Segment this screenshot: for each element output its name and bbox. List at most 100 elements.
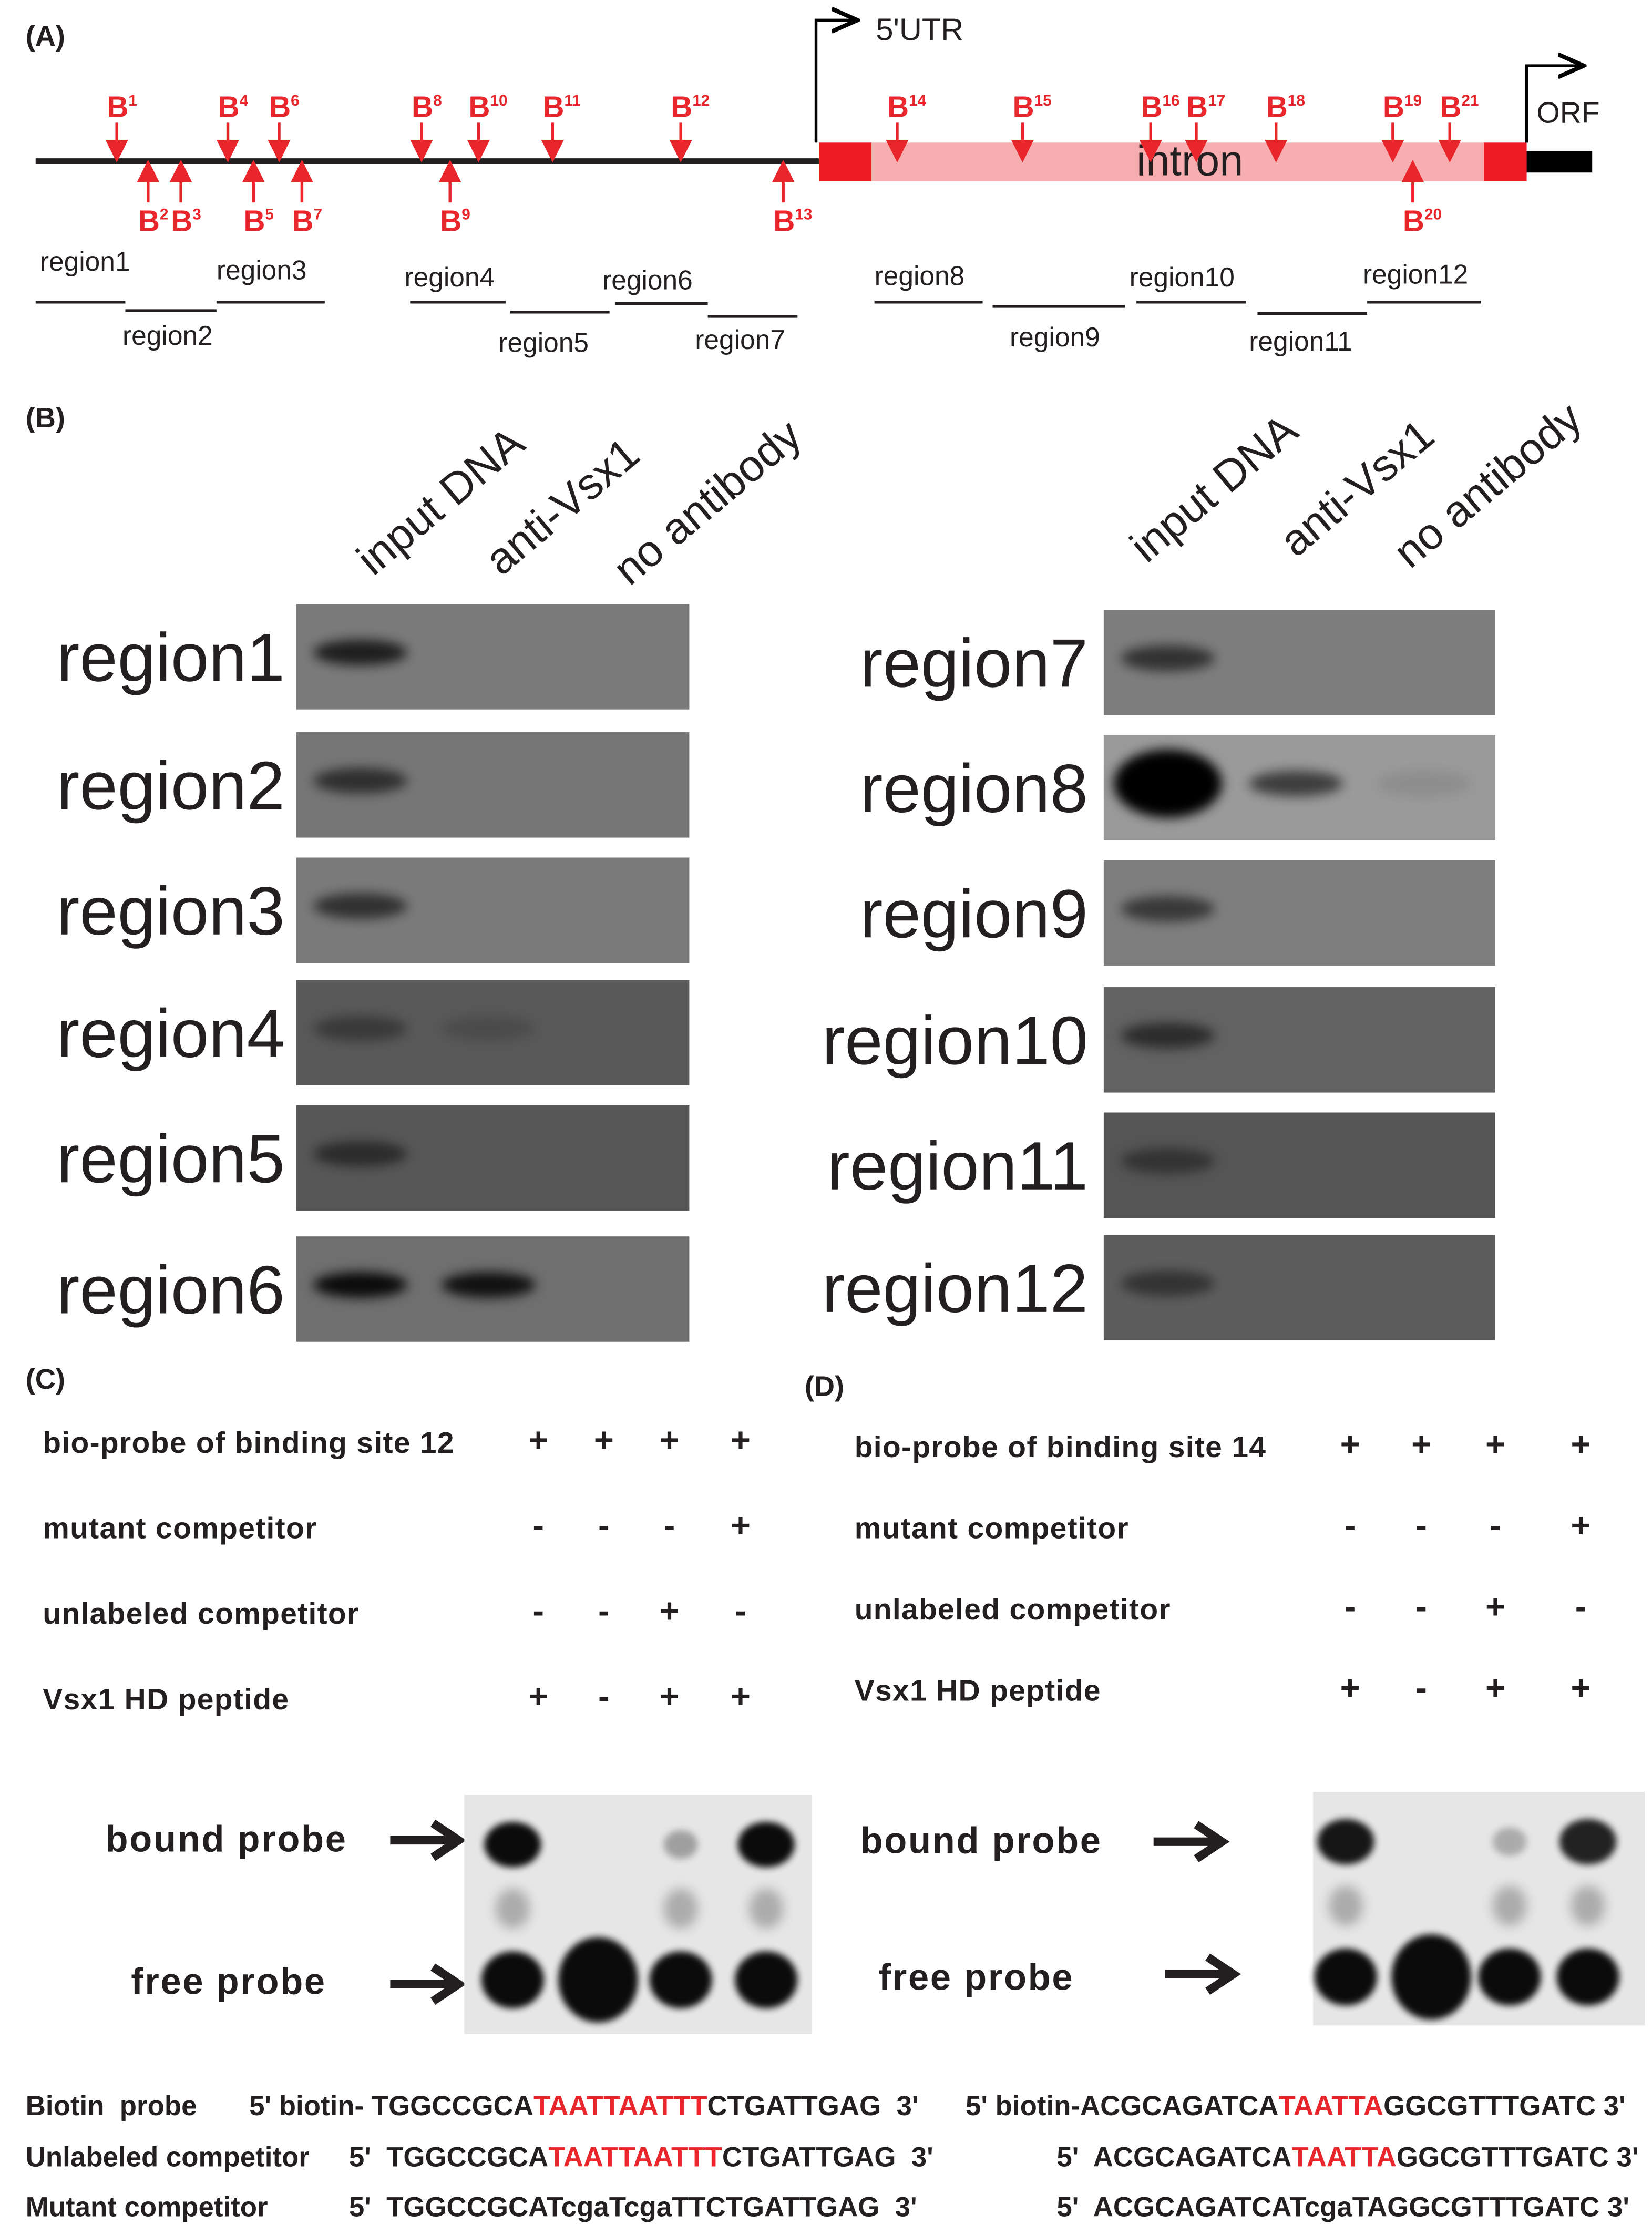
- row-label: region10: [822, 1002, 1088, 1079]
- row-label: region8: [860, 750, 1088, 827]
- site-letter: B: [243, 204, 265, 238]
- site-letter: B: [542, 90, 564, 124]
- emsa-band: [1492, 1827, 1527, 1856]
- condition-sign: +: [1485, 1668, 1505, 1707]
- site-label: B15: [1012, 90, 1051, 124]
- gel-band: [1121, 896, 1215, 922]
- condition-sign: -: [1490, 1506, 1501, 1544]
- tss-arrow: [814, 20, 855, 143]
- sequence-label: Biotin probe: [26, 2090, 197, 2121]
- emsa-band: [1391, 1934, 1471, 2020]
- sequence-part: CTGATTGAG 3': [707, 2090, 919, 2121]
- site-letter: B: [1440, 90, 1461, 124]
- site-letter: B: [887, 90, 909, 124]
- sequence-part: 5' TGGCCGCA: [349, 2142, 548, 2173]
- emsa-smear: [1571, 1885, 1605, 1926]
- site-number: 21: [1461, 92, 1479, 109]
- panel-label: (D): [805, 1371, 844, 1402]
- gel-band: [1113, 749, 1222, 818]
- condition-sign: +: [1571, 1668, 1591, 1707]
- emsa-band: [735, 1951, 798, 2008]
- gel-band: [313, 639, 407, 665]
- panel-label: (B): [26, 402, 65, 434]
- condition-sign: +: [594, 1420, 614, 1459]
- emsa-band: [1556, 1948, 1619, 2006]
- region-label: region11: [1249, 326, 1352, 356]
- site-letter: B: [292, 204, 313, 238]
- region-label: region5: [498, 327, 589, 358]
- site-letter: B: [171, 204, 192, 238]
- region-label: region9: [1010, 322, 1100, 352]
- condition-sign: -: [532, 1591, 544, 1629]
- sequence-label: Mutant competitor: [26, 2191, 268, 2222]
- utr-box: [818, 142, 872, 181]
- site-label: B11: [542, 90, 581, 124]
- emsa-band: [481, 1951, 545, 2008]
- site-letter: B: [1186, 90, 1208, 124]
- condition-sign: +: [1571, 1424, 1591, 1463]
- sequence: 5' ACGCAGATCATcgaTAGGCGTTTGATC 3': [1056, 2191, 1629, 2222]
- condition-label: unlabeled competitor: [43, 1597, 359, 1631]
- site-number: 3: [192, 206, 201, 223]
- emsa-smear: [1492, 1885, 1527, 1926]
- emsa-band: [1478, 1948, 1541, 2006]
- free-label: free probe: [879, 1956, 1074, 1998]
- row-label: region11: [827, 1127, 1089, 1204]
- sequence: 5' TGGCCGCATcgaTcgaTTCTGATTGAG 3': [349, 2191, 917, 2222]
- site-letter: B: [1266, 90, 1288, 124]
- site-label: B6: [269, 90, 300, 124]
- gel-band: [1121, 1148, 1215, 1174]
- region-label: region4: [404, 262, 495, 292]
- site-letter: B: [468, 90, 490, 124]
- condition-label: mutant competitor: [855, 1512, 1129, 1545]
- emsa-band: [663, 1830, 698, 1859]
- site-label: B14: [887, 90, 927, 124]
- site-number: 16: [1162, 92, 1179, 109]
- sequence-part: 5' ACGCAGATCATcgaTAGGCGTTTGATC 3': [1056, 2191, 1629, 2222]
- region-label: region7: [695, 324, 785, 355]
- condition-sign: -: [598, 1677, 610, 1715]
- sequence-part: 5' TGGCCGCATcgaTcgaTTCTGATTGAG 3': [349, 2191, 917, 2222]
- panel-label: (C): [26, 1363, 65, 1395]
- condition-sign: +: [731, 1420, 751, 1459]
- gel-band: [313, 1141, 407, 1167]
- bound-label: bound probe: [860, 1819, 1102, 1861]
- region-label: region2: [122, 320, 213, 351]
- site-number: 7: [314, 206, 323, 223]
- site-letter: B: [773, 204, 795, 238]
- site-label: B18: [1266, 90, 1305, 124]
- site-label: B3: [171, 204, 201, 238]
- gel-band: [1377, 771, 1471, 796]
- site-label: B20: [1403, 204, 1442, 238]
- site-number: 8: [433, 92, 442, 109]
- condition-sign: +: [659, 1591, 679, 1629]
- sequence: 5' ACGCAGATCATAATTAGGCGTTTGATC 3': [1056, 2142, 1638, 2173]
- emsa-band: [737, 1821, 795, 1868]
- lane-header: input DNA: [1121, 404, 1307, 571]
- sequence-part: TAATTAATTT: [548, 2142, 722, 2173]
- row-label: region2: [57, 747, 285, 824]
- emsa-band: [1314, 1948, 1378, 2006]
- condition-label: Vsx1 HD peptide: [855, 1674, 1101, 1708]
- site-number: 19: [1404, 92, 1422, 109]
- orf-label: ORF: [1537, 96, 1600, 129]
- site-label: B12: [671, 90, 710, 124]
- row-label: region6: [57, 1252, 285, 1328]
- condition-sign: +: [731, 1506, 751, 1544]
- bound-label: bound probe: [106, 1818, 347, 1860]
- site-label: B4: [218, 90, 249, 124]
- utr-label: 5'UTR: [876, 12, 963, 47]
- emsa-band: [649, 1951, 712, 2008]
- intron-label: intron: [1136, 137, 1243, 185]
- condition-label: Vsx1 HD peptide: [43, 1683, 289, 1716]
- gel-band: [441, 1272, 536, 1298]
- region-label: region3: [217, 254, 307, 285]
- region-label: region12: [1363, 259, 1468, 290]
- site-number: 20: [1424, 206, 1442, 223]
- sequence-part: TAATTA: [1279, 2090, 1384, 2121]
- site-label: B10: [468, 90, 507, 124]
- sequence-part: 5' ACGCAGATCA: [1056, 2142, 1291, 2173]
- condition-sign: -: [1415, 1668, 1427, 1707]
- condition-label: unlabeled competitor: [855, 1593, 1171, 1626]
